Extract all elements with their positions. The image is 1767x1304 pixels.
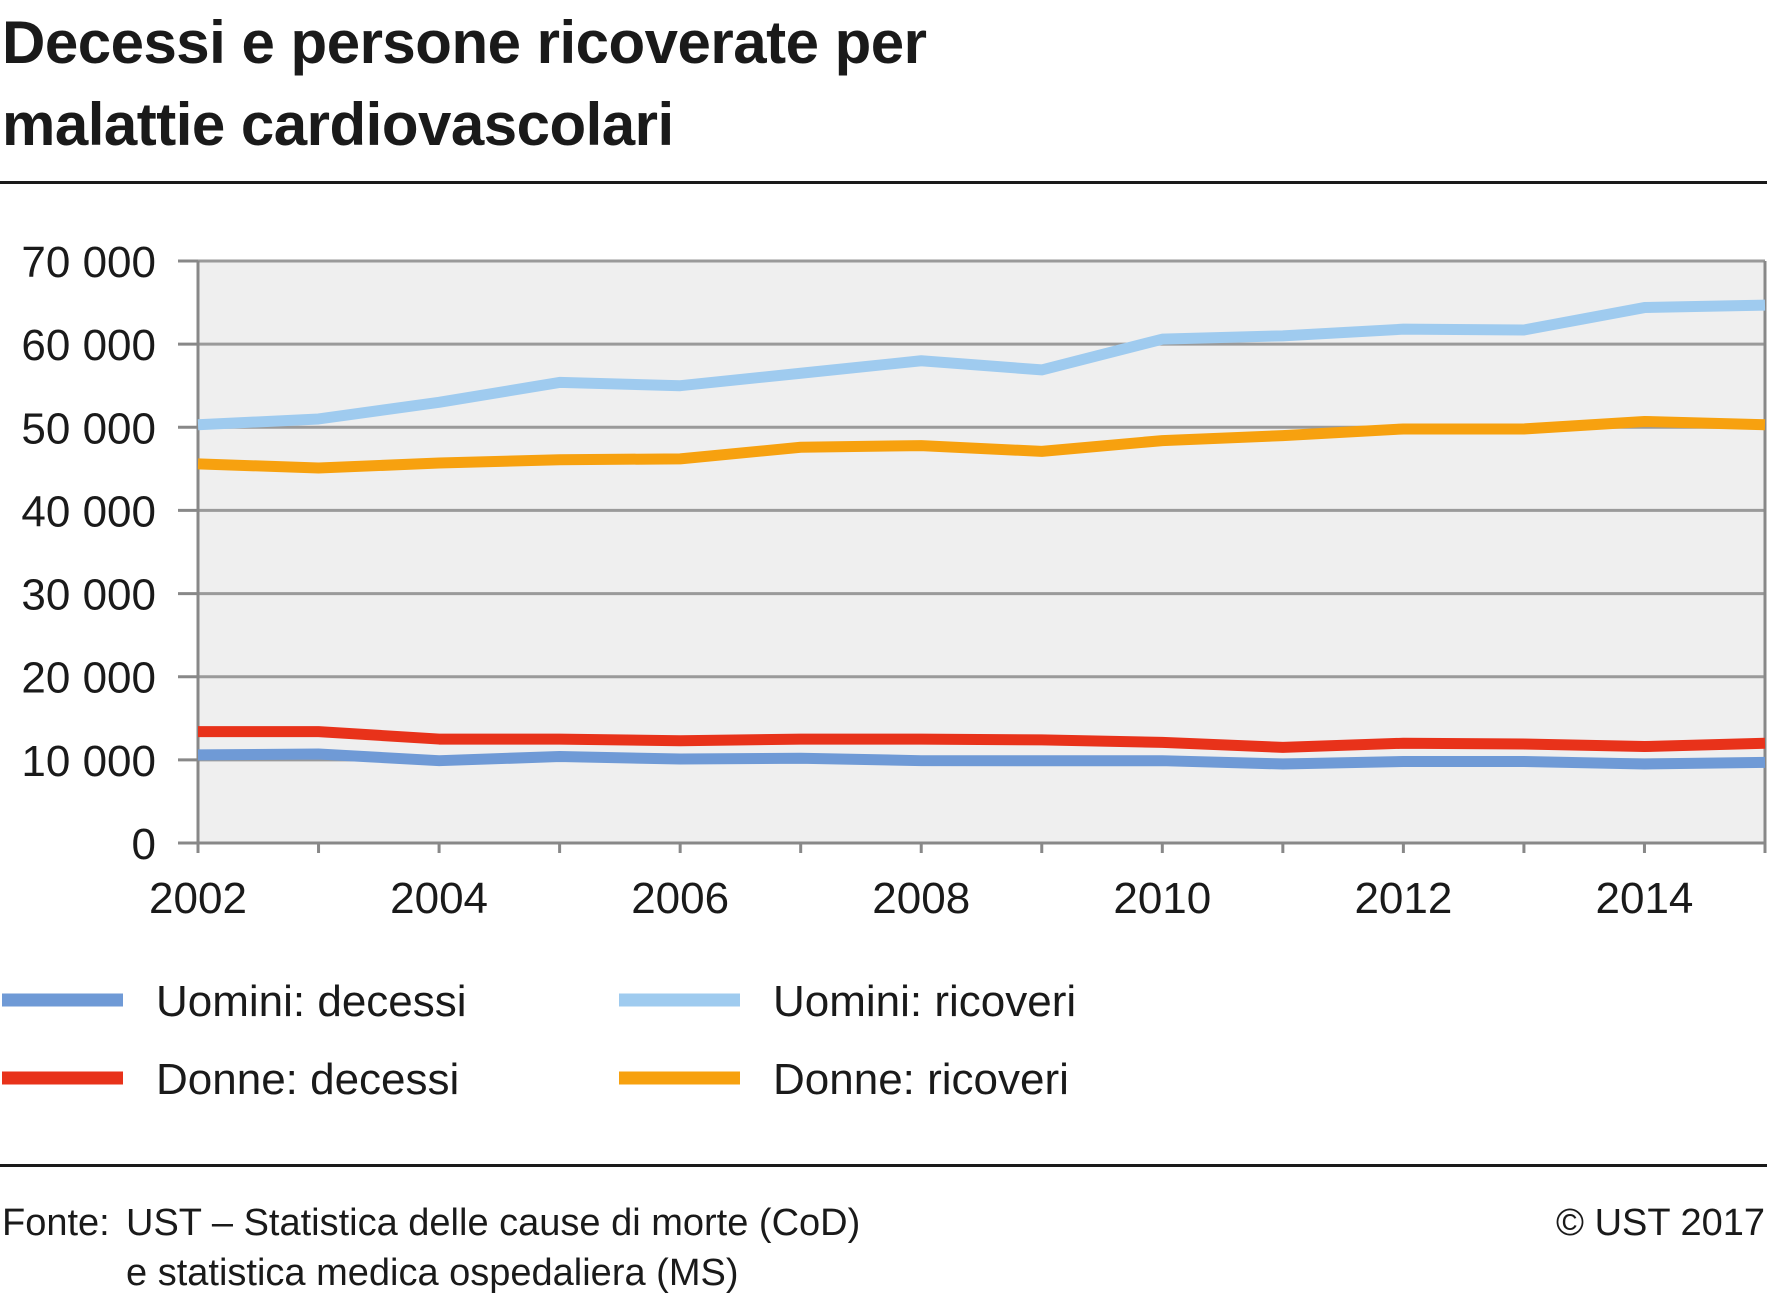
legend-label: Donne: decessi [156,1055,459,1104]
bottom-divider [0,1164,1767,1167]
y-tick-label: 40 000 [21,487,156,536]
legend-label: Uomini: decessi [156,977,467,1026]
series-line-4 [197,415,1766,474]
y-tick-label: 10 000 [21,737,156,786]
series-line-1 [197,748,1766,770]
top-divider [0,181,1767,184]
source-label: Fonte: [2,1202,110,1244]
y-tick-label: 30 000 [21,571,156,620]
y-tick-label: 50 000 [21,404,156,453]
y-tick-label: 0 [132,820,156,869]
x-tick-label: 2010 [1113,874,1211,923]
y-tick-label: 60 000 [21,321,156,370]
x-tick-label: 2006 [631,874,729,923]
x-tick-label: 2012 [1354,874,1452,923]
chart-title: Decessi e persone ricoverate per malatti… [2,9,927,158]
series-line-3 [198,726,1766,753]
legend-label: Uomini: ricoveri [773,977,1076,1026]
series-line-2 [197,299,1766,431]
source-line-2: e statistica medica ospedaliera (MS) [126,1252,739,1294]
x-tick-label: 2002 [149,874,247,923]
x-tick-label: 2008 [872,874,970,923]
x-tick-label: 2014 [1596,874,1694,923]
legend-label: Donne: ricoveri [773,1055,1069,1104]
y-tick-label: 20 000 [21,654,156,703]
source-line-1: UST – Statistica delle cause di morte (C… [126,1202,861,1244]
line-chart: 0 10 000 20 000 30 000 40 000 50 000 60 000 70 … [2,238,1767,1104]
y-tick-label: 70 000 [21,238,156,287]
x-tick-label: 2004 [390,874,488,923]
copyright: © UST 2017 [1556,1202,1765,1244]
